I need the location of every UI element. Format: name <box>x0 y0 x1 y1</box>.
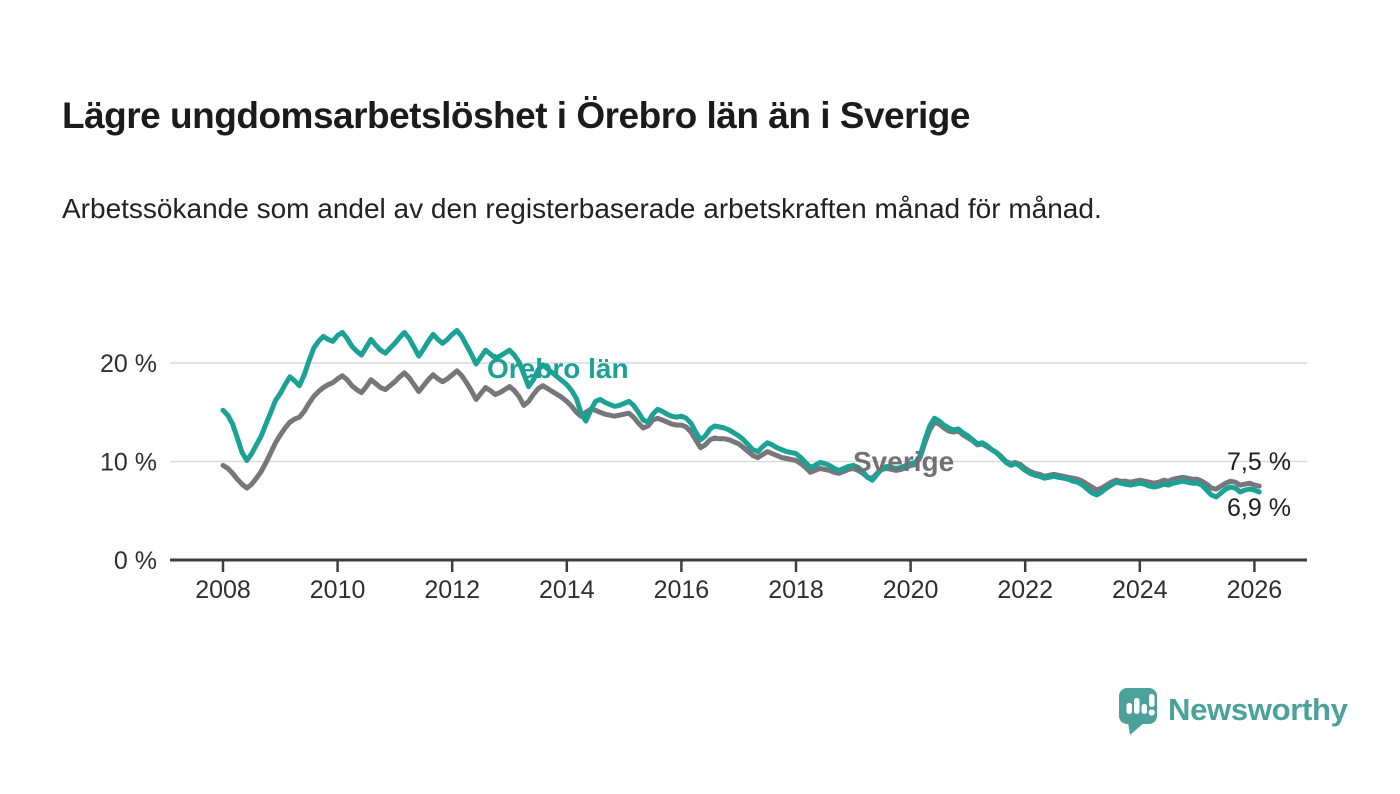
x-tick-label: 2008 <box>195 576 251 604</box>
page-title: Lägre ungdomsarbetslöshet i Örebro län ä… <box>62 94 970 136</box>
y-tick-label: 0 % <box>114 547 157 575</box>
newsworthy-brand: Newsworthy <box>1117 684 1348 740</box>
x-tick-label: 2014 <box>539 576 595 604</box>
x-tick-label: 2024 <box>1112 576 1168 604</box>
series-label-orebro: Örebro län <box>487 353 629 384</box>
x-tick-label: 2016 <box>654 576 710 604</box>
y-tick-label: 10 % <box>100 449 157 477</box>
page-subtitle: Arbetssökande som andel av den registerb… <box>62 193 1102 224</box>
x-tick-label: 2010 <box>310 576 366 604</box>
bar-chart-speech-bubble-icon <box>1119 688 1157 735</box>
x-tick-label: 2022 <box>997 576 1053 604</box>
x-tick-label: 2020 <box>883 576 939 604</box>
end-value-label-sverige: 7,5 % <box>1227 448 1291 476</box>
end-value-label-orebro: 6,9 % <box>1227 494 1291 522</box>
sverige-line <box>220 368 1262 493</box>
orebro-line <box>220 328 1262 500</box>
x-tick-label: 2012 <box>424 576 480 604</box>
y-tick-label: 20 % <box>100 350 157 378</box>
series-label-sverige: Sverige <box>853 446 955 477</box>
brand-name: Newsworthy <box>1168 692 1348 727</box>
x-tick-label: 2018 <box>768 576 824 604</box>
x-tick-label: 2026 <box>1227 576 1283 604</box>
